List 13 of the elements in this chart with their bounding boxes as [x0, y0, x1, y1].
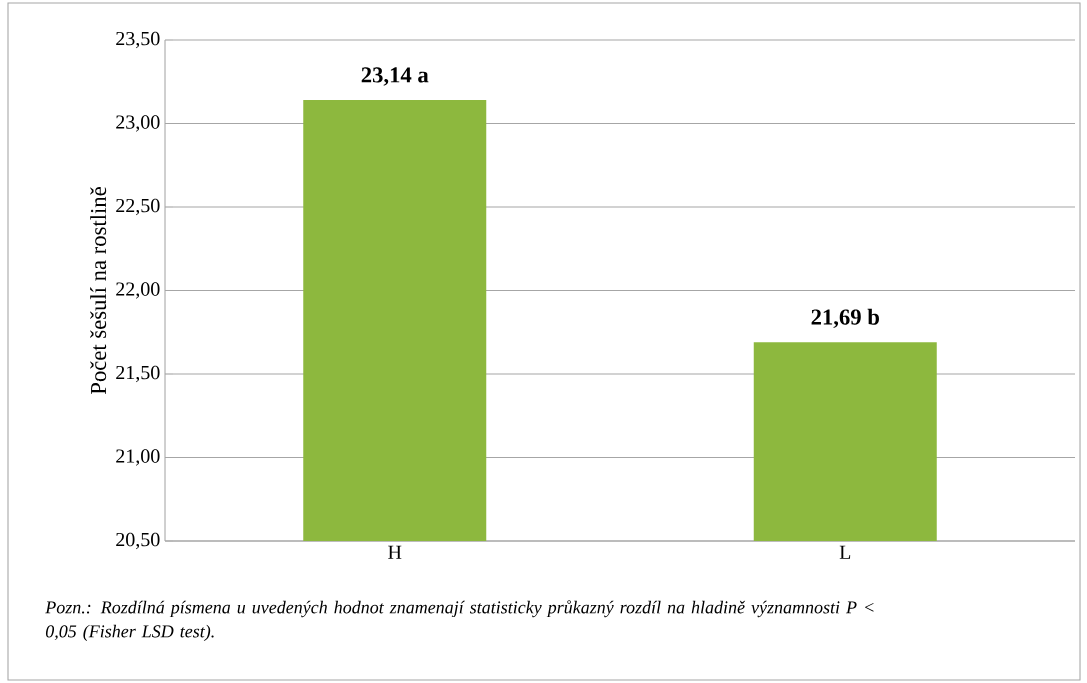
y-tick-label: 22,00 — [116, 282, 160, 299]
y-tick-label: 21,50 — [116, 365, 160, 383]
y-tick-label: 20,50 — [116, 532, 160, 550]
x-tick-label: H — [388, 545, 402, 559]
y-tick-label: 23,00 — [116, 115, 160, 132]
text: Pozn.: Rozdílná písmena u uvedených hodnot znamenají statisticky průkazný rozdíl na hladině významnosti P < 0,05 (Fisher LSD test). — [45, 600, 874, 642]
data-label: 23,14 a — [361, 67, 429, 86]
y-axis-title: Počet šešulí na rostlině — [90, 187, 107, 395]
y-tick-label: 21,00 — [116, 449, 160, 466]
y-tick-label: 22,50 — [116, 198, 160, 216]
data-label: 21,69 b — [811, 308, 879, 329]
y-tick-label: 23,50 — [116, 31, 160, 49]
x-tick-label: L — [839, 545, 851, 559]
